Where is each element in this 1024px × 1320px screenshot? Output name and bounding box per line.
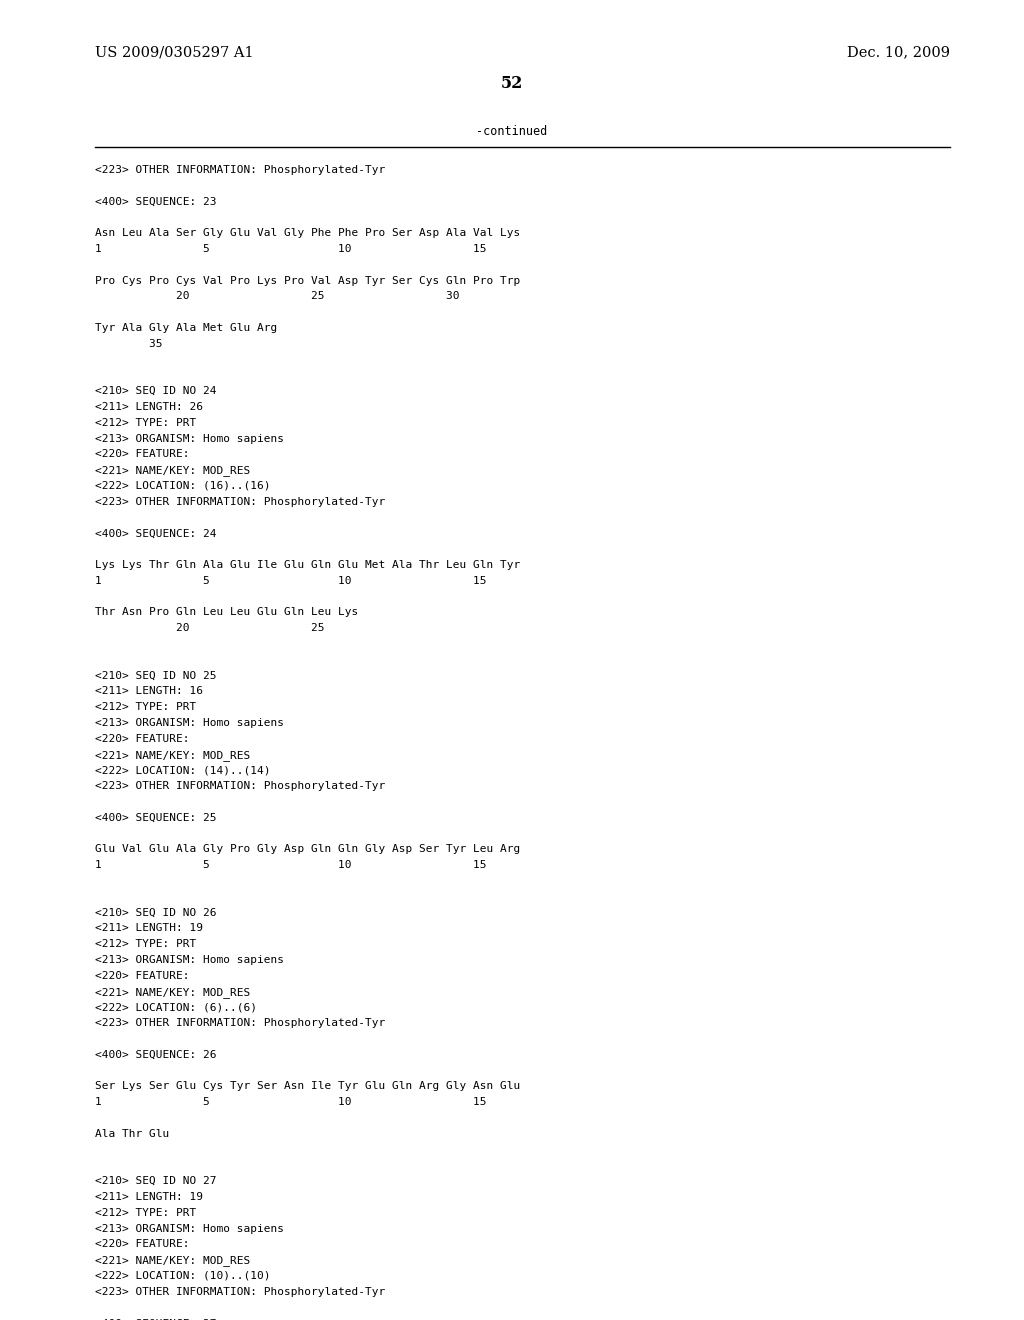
Text: 1               5                   10                  15: 1 5 10 15 (95, 244, 486, 253)
Text: <213> ORGANISM: Homo sapiens: <213> ORGANISM: Homo sapiens (95, 433, 284, 444)
Text: <400> SEQUENCE: 23: <400> SEQUENCE: 23 (95, 197, 216, 207)
Text: Ala Thr Glu: Ala Thr Glu (95, 1129, 169, 1139)
Text: <223> OTHER INFORMATION: Phosphorylated-Tyr: <223> OTHER INFORMATION: Phosphorylated-… (95, 781, 385, 791)
Text: Dec. 10, 2009: Dec. 10, 2009 (847, 45, 950, 59)
Text: 1               5                   10                  15: 1 5 10 15 (95, 861, 486, 870)
Text: 20                  25: 20 25 (95, 623, 325, 634)
Text: <211> LENGTH: 16: <211> LENGTH: 16 (95, 686, 203, 697)
Text: 20                  25                  30: 20 25 30 (95, 292, 460, 301)
Text: <210> SEQ ID NO 25: <210> SEQ ID NO 25 (95, 671, 216, 681)
Text: <223> OTHER INFORMATION: Phosphorylated-Tyr: <223> OTHER INFORMATION: Phosphorylated-… (95, 1287, 385, 1296)
Text: <213> ORGANISM: Homo sapiens: <213> ORGANISM: Homo sapiens (95, 1224, 284, 1234)
Text: -continued: -continued (476, 125, 548, 139)
Text: <221> NAME/KEY: MOD_RES: <221> NAME/KEY: MOD_RES (95, 1255, 250, 1266)
Text: <222> LOCATION: (16)..(16): <222> LOCATION: (16)..(16) (95, 480, 270, 491)
Text: Tyr Ala Gly Ala Met Glu Arg: Tyr Ala Gly Ala Met Glu Arg (95, 323, 278, 333)
Text: 52: 52 (501, 75, 523, 92)
Text: <221> NAME/KEY: MOD_RES: <221> NAME/KEY: MOD_RES (95, 986, 250, 998)
Text: <211> LENGTH: 19: <211> LENGTH: 19 (95, 924, 203, 933)
Text: <211> LENGTH: 26: <211> LENGTH: 26 (95, 403, 203, 412)
Text: <221> NAME/KEY: MOD_RES: <221> NAME/KEY: MOD_RES (95, 465, 250, 477)
Text: <400> SEQUENCE: 26: <400> SEQUENCE: 26 (95, 1049, 216, 1060)
Text: <212> TYPE: PRT: <212> TYPE: PRT (95, 940, 197, 949)
Text: <223> OTHER INFORMATION: Phosphorylated-Tyr: <223> OTHER INFORMATION: Phosphorylated-… (95, 165, 385, 176)
Text: Lys Lys Thr Gln Ala Glu Ile Glu Gln Glu Met Ala Thr Leu Gln Tyr: Lys Lys Thr Gln Ala Glu Ile Glu Gln Glu … (95, 560, 520, 570)
Text: <222> LOCATION: (14)..(14): <222> LOCATION: (14)..(14) (95, 766, 270, 775)
Text: Glu Val Glu Ala Gly Pro Gly Asp Gln Gln Gly Asp Ser Tyr Leu Arg: Glu Val Glu Ala Gly Pro Gly Asp Gln Gln … (95, 845, 520, 854)
Text: <210> SEQ ID NO 26: <210> SEQ ID NO 26 (95, 908, 216, 917)
Text: Asn Leu Ala Ser Gly Glu Val Gly Phe Phe Pro Ser Asp Ala Val Lys: Asn Leu Ala Ser Gly Glu Val Gly Phe Phe … (95, 228, 520, 238)
Text: 35: 35 (95, 339, 163, 348)
Text: 1               5                   10                  15: 1 5 10 15 (95, 1097, 486, 1107)
Text: <212> TYPE: PRT: <212> TYPE: PRT (95, 1208, 197, 1218)
Text: <220> FEATURE:: <220> FEATURE: (95, 734, 189, 743)
Text: <221> NAME/KEY: MOD_RES: <221> NAME/KEY: MOD_RES (95, 750, 250, 760)
Text: <212> TYPE: PRT: <212> TYPE: PRT (95, 702, 197, 713)
Text: <210> SEQ ID NO 27: <210> SEQ ID NO 27 (95, 1176, 216, 1187)
Text: Pro Cys Pro Cys Val Pro Lys Pro Val Asp Tyr Ser Cys Gln Pro Trp: Pro Cys Pro Cys Val Pro Lys Pro Val Asp … (95, 276, 520, 285)
Text: <210> SEQ ID NO 24: <210> SEQ ID NO 24 (95, 387, 216, 396)
Text: <213> ORGANISM: Homo sapiens: <213> ORGANISM: Homo sapiens (95, 954, 284, 965)
Text: Ser Lys Ser Glu Cys Tyr Ser Asn Ile Tyr Glu Gln Arg Gly Asn Glu: Ser Lys Ser Glu Cys Tyr Ser Asn Ile Tyr … (95, 1081, 520, 1092)
Text: <213> ORGANISM: Homo sapiens: <213> ORGANISM: Homo sapiens (95, 718, 284, 729)
Text: Thr Asn Pro Gln Leu Leu Glu Gln Leu Lys: Thr Asn Pro Gln Leu Leu Glu Gln Leu Lys (95, 607, 358, 618)
Text: <212> TYPE: PRT: <212> TYPE: PRT (95, 418, 197, 428)
Text: <222> LOCATION: (10)..(10): <222> LOCATION: (10)..(10) (95, 1271, 270, 1280)
Text: US 2009/0305297 A1: US 2009/0305297 A1 (95, 45, 254, 59)
Text: <400> SEQUENCE: 27: <400> SEQUENCE: 27 (95, 1319, 216, 1320)
Text: 1               5                   10                  15: 1 5 10 15 (95, 576, 486, 586)
Text: <211> LENGTH: 19: <211> LENGTH: 19 (95, 1192, 203, 1203)
Text: <223> OTHER INFORMATION: Phosphorylated-Tyr: <223> OTHER INFORMATION: Phosphorylated-… (95, 1018, 385, 1028)
Text: <220> FEATURE:: <220> FEATURE: (95, 449, 189, 459)
Text: <223> OTHER INFORMATION: Phosphorylated-Tyr: <223> OTHER INFORMATION: Phosphorylated-… (95, 496, 385, 507)
Text: <222> LOCATION: (6)..(6): <222> LOCATION: (6)..(6) (95, 1002, 257, 1012)
Text: <220> FEATURE:: <220> FEATURE: (95, 1239, 189, 1250)
Text: <400> SEQUENCE: 24: <400> SEQUENCE: 24 (95, 528, 216, 539)
Text: <220> FEATURE:: <220> FEATURE: (95, 970, 189, 981)
Text: <400> SEQUENCE: 25: <400> SEQUENCE: 25 (95, 813, 216, 822)
